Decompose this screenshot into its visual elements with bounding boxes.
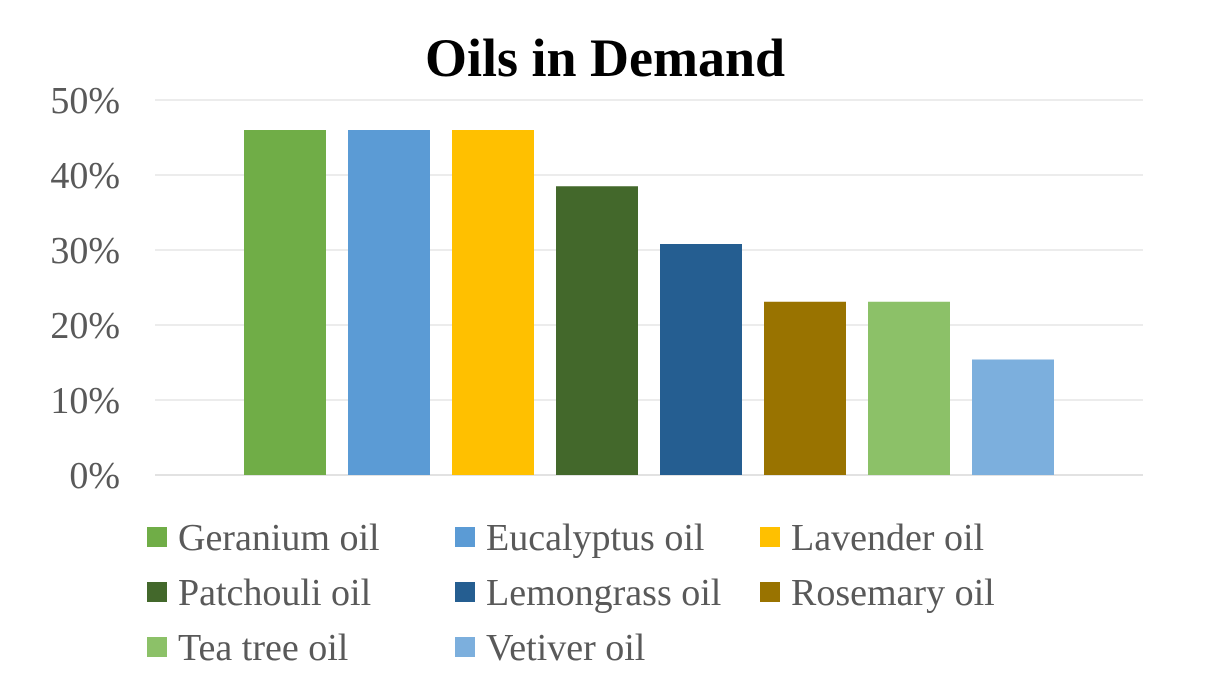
legend-item: Lavender oil <box>760 517 984 559</box>
legend-swatch <box>147 637 167 657</box>
bar <box>556 186 638 475</box>
legend-label: Vetiver oil <box>486 627 645 669</box>
legend-swatch <box>760 527 780 547</box>
legend-label: Lemongrass oil <box>486 572 721 614</box>
legend-item: Lemongrass oil <box>455 572 721 614</box>
bar <box>452 130 534 475</box>
legend-item: Patchouli oil <box>147 572 371 614</box>
y-tick-label: 0% <box>69 455 120 497</box>
legend-label: Lavender oil <box>791 517 984 559</box>
y-tick-label: 10% <box>50 380 120 422</box>
y-axis-ticks: 0% 10% 20% 30% 40% 50% <box>50 80 120 497</box>
bars <box>244 130 1054 475</box>
y-tick-label: 50% <box>50 80 120 122</box>
bar <box>764 301 846 475</box>
bar <box>868 301 950 475</box>
legend: Geranium oil Eucalyptus oil Lavender oil Pa… <box>147 517 995 669</box>
legend-swatch <box>147 527 167 547</box>
legend-item: Eucalyptus oil <box>455 517 704 559</box>
legend-swatch <box>147 582 167 602</box>
y-tick-label: 40% <box>50 155 120 197</box>
legend-item: Vetiver oil <box>455 627 645 669</box>
legend-label: Rosemary oil <box>791 572 995 614</box>
legend-item: Geranium oil <box>147 517 380 559</box>
legend-label: Patchouli oil <box>178 572 371 614</box>
bar <box>660 244 742 475</box>
legend-swatch <box>760 582 780 602</box>
legend-label: Tea tree oil <box>178 627 348 669</box>
y-tick-label: 20% <box>50 305 120 347</box>
legend-label: Geranium oil <box>178 517 380 559</box>
bar <box>348 130 430 475</box>
legend-item: Rosemary oil <box>760 572 995 614</box>
chart-title: Oils in Demand <box>425 28 785 88</box>
y-tick-label: 30% <box>50 230 120 272</box>
legend-swatch <box>455 582 475 602</box>
bar <box>972 359 1054 475</box>
legend-label: Eucalyptus oil <box>486 517 704 559</box>
legend-swatch <box>455 637 475 657</box>
bar <box>244 130 326 475</box>
legend-swatch <box>455 527 475 547</box>
legend-item: Tea tree oil <box>147 627 348 669</box>
